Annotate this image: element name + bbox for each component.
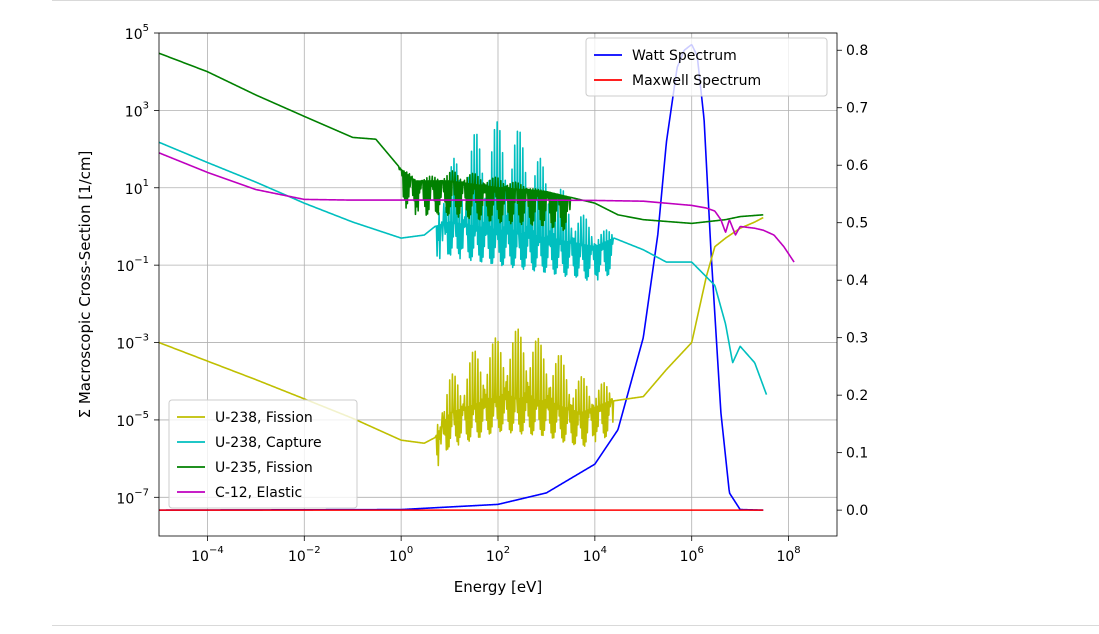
x-tick-label: 104 (583, 545, 607, 565)
x-tick-label: 100 (389, 545, 413, 565)
x-tick-label: 10−4 (191, 545, 224, 565)
x-tick-label: 102 (486, 545, 510, 565)
series-line-u-235-fission (159, 52, 764, 232)
x-tick-label: 106 (680, 545, 704, 565)
y2-tick-label: 0.2 (846, 388, 868, 404)
y-tick-label: 105 (125, 23, 149, 43)
x-tick-label: 108 (776, 545, 800, 565)
ticks: 10−4 10−2 100 102 104 106 108 10−7 10−5 10−3 10−1 1… (116, 23, 868, 565)
x-axis-label: Energy [eV] (454, 578, 542, 596)
y-axis-label: Σ Macroscopic Cross-Section [1/cm] (76, 151, 94, 419)
legend-label: U-238, Fission (215, 410, 313, 426)
series-line-u-238-capture (159, 121, 768, 395)
legend-label: C-12, Elastic (215, 485, 302, 501)
y2-tick-label: 0.7 (846, 101, 868, 117)
y-tick-label: 10−5 (116, 410, 149, 430)
legend-box (168, 399, 358, 509)
legend-label: Maxwell Spectrum (632, 73, 761, 89)
bottom-divider (52, 625, 1099, 626)
y-tick-label: 10−7 (116, 487, 149, 507)
x-tick-label: 10−2 (288, 545, 321, 565)
y2-tick-label: 0.3 (846, 331, 868, 347)
y2-tick-label: 0.6 (846, 158, 868, 174)
y2-tick-label: 0.8 (846, 43, 868, 59)
legend-lower-left: U-238, Fission U-238, Capture U-235, Fissi… (168, 399, 358, 509)
legend-label: Watt Spectrum (632, 48, 737, 64)
legend-label: U-235, Fission (215, 460, 313, 476)
y2-tick-label: 0.1 (846, 446, 868, 462)
y-tick-label: 103 (125, 100, 149, 120)
y-tick-label: 101 (125, 178, 149, 198)
y2-tick-label: 0.0 (846, 503, 868, 519)
legend-label: U-238, Capture (215, 435, 322, 451)
top-divider (52, 0, 1099, 1)
y2-tick-label: 0.4 (846, 273, 868, 289)
legend-box (585, 37, 828, 97)
y-tick-label: 10−3 (116, 333, 149, 353)
series-line-u-238-fission (159, 216, 764, 467)
y-tick-label: 10−1 (116, 255, 149, 275)
y2-tick-label: 0.5 (846, 216, 868, 232)
series-line-c-12-elastic (159, 152, 795, 263)
series-layer (159, 43, 795, 511)
legend-upper-right: Watt Spectrum Maxwell Spectrum (585, 37, 828, 97)
